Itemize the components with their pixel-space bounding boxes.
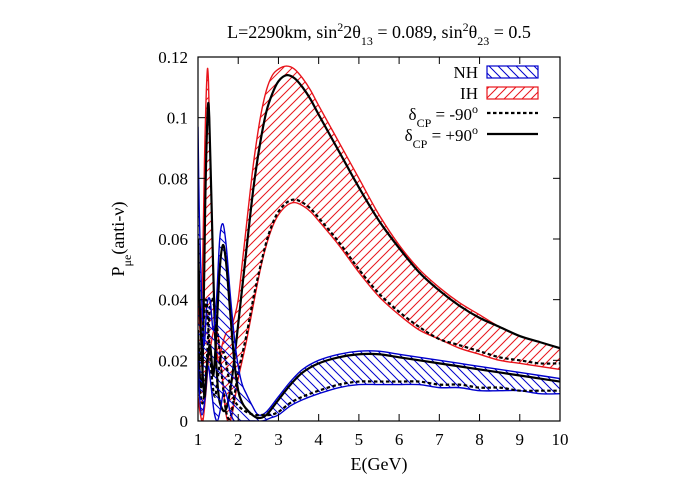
legend-cp-plus90-main: δ	[405, 126, 413, 145]
title-part-1: L=2290km, sin	[227, 22, 337, 42]
title-part-3: = 0.089, sin	[373, 22, 463, 42]
chart-title: L=2290km, sin22θ13 = 0.089, sin2θ23 = 0.…	[227, 20, 531, 48]
title-part-2: 2θ	[343, 22, 361, 42]
x-tick-label: 3	[274, 430, 283, 449]
band-ih	[198, 66, 560, 421]
x-tick-label: 8	[475, 430, 484, 449]
y-axis-title-main: P	[108, 266, 128, 276]
y-tick-label: 0.02	[158, 351, 188, 370]
x-tick-label: 1	[194, 430, 203, 449]
y-axis-title-rest: (anti-ν)	[108, 202, 129, 255]
curve-nh-cp-plus90	[198, 238, 560, 420]
title-sub-2: 23	[477, 34, 489, 48]
y-tick-label: 0.08	[158, 169, 188, 188]
y-tick-label: 0.06	[158, 230, 188, 249]
legend-label-cp-plus90: δCP = +90o	[405, 123, 478, 151]
x-tick-label: 2	[234, 430, 243, 449]
x-tick-label: 6	[395, 430, 404, 449]
title-sup-1: 2	[337, 20, 343, 34]
legend-label-ih: IH	[460, 84, 478, 103]
legend-cp-minus90-sup: o	[472, 102, 478, 116]
x-tick-label: 7	[435, 430, 444, 449]
x-axis-title: E(GeV)	[351, 454, 408, 475]
y-tick-label: 0.04	[158, 291, 188, 310]
y-tick-label: 0.12	[158, 48, 188, 67]
y-axis-title: Pμe(anti-ν)	[108, 202, 134, 277]
plot-data-layer	[198, 65, 560, 421]
x-tick-label: 10	[552, 430, 569, 449]
band-nh	[198, 126, 560, 421]
legend-cp-minus90-sub: CP	[417, 116, 432, 130]
legend-cp-minus90-main: δ	[409, 105, 417, 124]
title-part-5: = 0.5	[489, 22, 531, 42]
curve-ih-cp-minus90	[198, 198, 560, 421]
y-tick-label: 0.1	[167, 109, 188, 128]
legend-cp-minus90-rest: = -90	[431, 105, 472, 124]
legend: NH IH δCP = -90o δCP = +90o	[405, 63, 539, 151]
title-part-4: θ	[469, 22, 478, 42]
title-sup-2: 2	[463, 20, 469, 34]
x-tick-label: 9	[516, 430, 525, 449]
curve-ih-cp-plus90	[198, 74, 560, 413]
curve-nh-cp-minus90	[198, 298, 560, 417]
title-sub-1: 13	[361, 34, 373, 48]
band-nh-lower-edge	[198, 360, 560, 421]
legend-label-cp-minus90: δCP = -90o	[409, 102, 478, 130]
y-tick-label: 0	[180, 412, 189, 431]
legend-cp-plus90-sub: CP	[413, 137, 428, 151]
x-tick-label: 4	[314, 430, 323, 449]
x-tick-label: 5	[355, 430, 364, 449]
legend-label-nh: NH	[453, 63, 478, 82]
legend-swatch-nh	[486, 65, 539, 79]
legend-swatch-ih	[486, 86, 539, 100]
axes-layer: 1 2 3 4 5 6 7 8 9 10 0 0.02 0.04 0.06 0.08 0.1 0.12	[158, 48, 568, 449]
y-axis-title-sub: μe	[120, 255, 134, 267]
legend-cp-plus90-rest: = +90	[427, 126, 472, 145]
legend-cp-plus90-sup: o	[472, 123, 478, 137]
